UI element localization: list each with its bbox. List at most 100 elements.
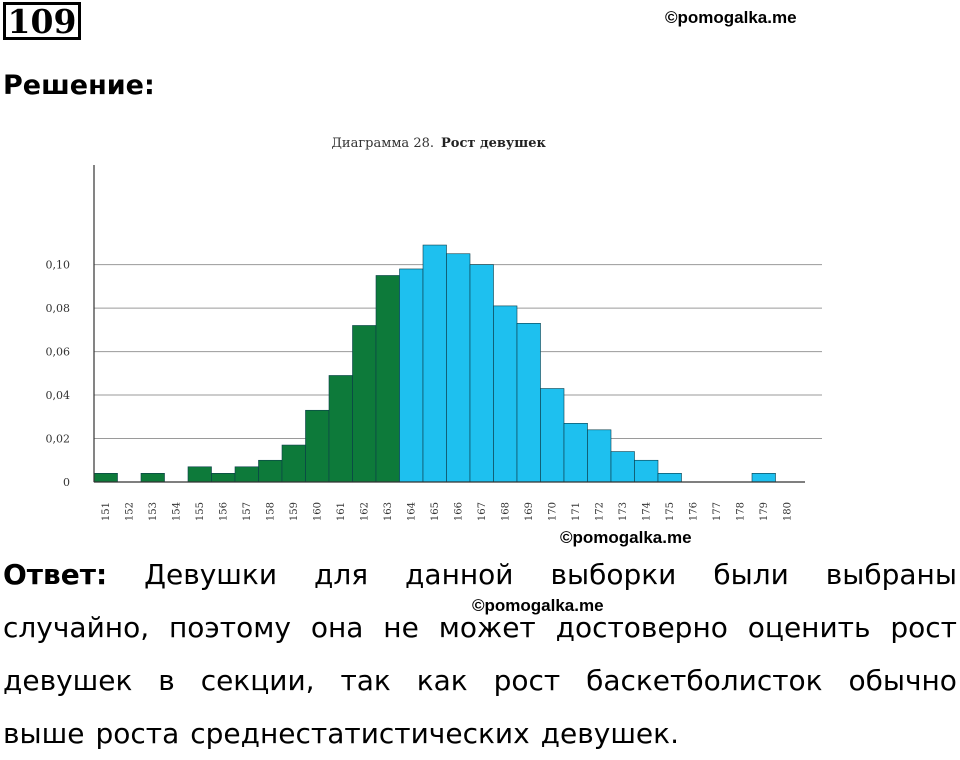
x-tick-label: 151 [101,502,112,521]
bar [751,473,776,483]
answer-word: выборки [550,558,677,591]
answer-word: может [438,611,536,644]
x-tick-label: 165 [430,502,441,521]
answer-word: поэтому [168,611,291,644]
answer-word: рост [493,664,561,697]
answer-line: Ответ: Девушки для данной выборки были в… [3,548,957,601]
chart-title: Рост девушек [441,136,546,151]
bar [657,473,682,483]
bar [281,444,306,483]
x-tick-label: 174 [641,502,652,521]
bar [93,473,118,483]
answer-line: случайно, поэтому она не может достоверн… [3,601,957,654]
answer-word: баскетболисток [586,664,823,697]
x-tick-label: 175 [665,502,676,521]
answer-word: так [340,664,391,697]
bar [610,451,635,483]
x-tick-label: 168 [500,502,511,521]
x-tick-label: 160 [312,502,323,521]
x-tick-label: 152 [124,502,135,521]
bar [469,264,494,483]
answer-word: она [310,611,364,644]
chart-title-prefix: Диаграмма 28. [331,136,434,151]
bar [399,268,424,483]
answer-word: выбраны [825,558,957,591]
answer-word: как [416,664,468,697]
x-tick-label: 161 [336,502,347,521]
answer-word: девушек. [540,717,679,750]
x-tick-label: 176 [688,502,699,521]
answer-word: данной [405,558,514,591]
answer-word: рост [890,611,957,644]
y-tick-label: 0,04 [46,389,71,402]
solution-heading: Решение: [3,70,155,101]
x-tick-label: 173 [618,502,629,521]
bar [234,466,259,483]
x-tick-label: 156 [218,502,229,521]
y-tick-label: 0 [63,476,70,489]
bar [211,473,236,483]
bar [305,409,330,483]
answer-line: девушек в секции, так как рост баскетбол… [3,654,957,707]
x-tick-label: 155 [195,502,206,521]
bar [375,275,400,483]
answer-word: выше [3,717,85,750]
answer-word: не [383,611,419,644]
answer-word: для [313,558,369,591]
x-tick-label: 159 [289,502,300,521]
answer-line: выше роста среднестатистических девушек. [3,707,957,760]
x-tick-label: 180 [782,502,793,521]
answer-word: обычно [848,664,957,697]
x-tick-label: 179 [759,502,770,521]
x-tick-label: 163 [383,502,394,521]
bar [516,323,541,483]
x-tick-label: 172 [594,502,605,521]
bar [563,423,588,483]
answer-word: секции, [200,664,315,697]
bar [328,375,353,483]
answer-word: достоверно [555,611,728,644]
height-histogram: Диаграмма 28. Рост девушек 151 152 153 154 1… [46,136,822,521]
x-tick-label: 167 [477,502,488,521]
x-tick-label: 164 [406,502,417,521]
answer-word: среднестатистических [190,717,530,750]
bar [187,466,212,483]
answer-word: Девушки [144,558,278,591]
answer-word: роста [95,717,180,750]
problem-number: 109 [3,2,81,40]
y-tick-label: 0,10 [46,259,71,272]
answer-word: случайно, [3,611,150,644]
bar [140,473,165,483]
answer-word: в [158,664,175,697]
watermark-top: ©pomogalka.me [665,8,797,27]
bar [587,429,612,483]
x-tick-label: 162 [359,502,370,521]
bar [540,388,565,483]
bar [634,459,659,483]
x-tick-label: 153 [148,502,159,521]
x-tick-label: 157 [242,502,253,521]
x-tick-label: 166 [453,502,464,521]
watermark-text-overlay: ©pomogalka.me [472,596,604,615]
answer-word: девушек [3,664,133,697]
bar [352,325,377,483]
answer-label: Ответ: [3,558,108,591]
x-tick-label: 158 [265,502,276,521]
y-tick-label: 0,02 [46,433,71,446]
y-tick-label: 0,08 [46,302,71,315]
answer-block: Ответ: Девушки для данной выборки были в… [3,548,957,760]
answer-word: оценить [747,611,871,644]
bar [446,253,471,483]
bar [493,305,518,483]
y-tick-label: 0,06 [46,346,71,359]
x-tick-label: 178 [735,502,746,521]
x-tick-label: 171 [571,502,582,521]
x-tick-label: 177 [712,502,723,521]
x-tick-label: 170 [547,502,558,521]
x-tick-label: 169 [524,502,535,521]
answer-word: были [713,558,789,591]
bar [422,244,447,483]
watermark-middle: ©pomogalka.me [560,528,692,547]
bar [258,459,283,483]
x-tick-label: 154 [171,502,182,521]
